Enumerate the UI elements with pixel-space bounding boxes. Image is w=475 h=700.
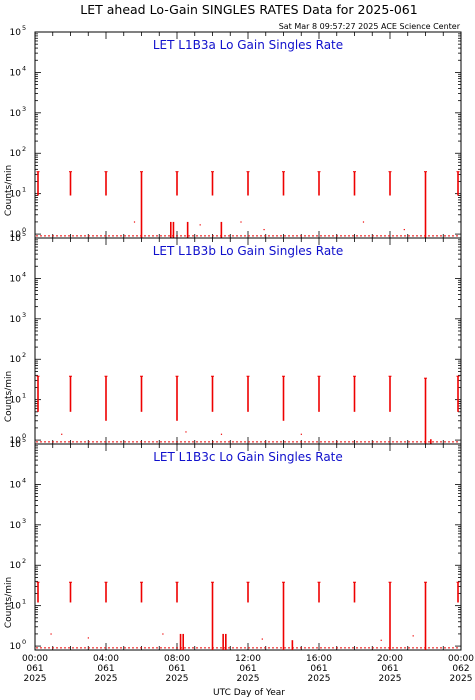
x-tick-label-year: 2025 [450,674,473,684]
y-tick-label-exp: 1 [22,186,26,194]
panel-frame [34,443,462,651]
data-point [87,637,89,639]
data-point [300,433,302,435]
data-point [263,228,265,231]
data-point [412,635,414,637]
y-tick-label-base: 10 [10,109,22,119]
x-axis-label: UTC Day of Year [213,688,285,698]
y-tick-label-exp: 2 [22,145,26,153]
x-tick-label-year: 2025 [24,674,47,684]
y-tick-label-base: 10 [10,28,22,38]
data-point [61,433,63,435]
y-tick-label-exp: 0 [22,432,26,440]
data-point [380,639,382,641]
y-tick-label-exp: 3 [22,517,26,525]
y-tick-label-base: 10 [10,440,22,450]
x-tick-label-time: 12:00 [235,654,261,664]
x-tick-label-doy: 061 [381,664,398,674]
y-axis-label: Counts/min [4,165,14,216]
panel-label: LET L1B3a Lo Gain Singles Rate [153,38,343,52]
data-point [220,433,223,435]
x-tick-label-doy: 061 [310,664,327,674]
panel-frame [34,31,462,239]
y-tick-label-base: 10 [10,521,22,531]
data-point [199,224,201,226]
y-tick-label-exp: 5 [22,436,26,444]
y-tick-label-base: 10 [10,480,22,490]
y-tick-label-base: 10 [10,396,22,406]
data-point [162,633,164,635]
x-tick-label-year: 2025 [237,674,260,684]
y-tick-label-exp: 3 [22,311,26,319]
x-tick-label-time: 04:00 [93,654,119,664]
chart-subtitle: Sat Mar 8 09:57:27 2025 ACE Science Cent… [279,22,461,31]
y-tick-label-exp: 1 [22,392,26,400]
y-tick-label-base: 10 [10,315,22,325]
y-tick-label-base: 10 [10,149,22,159]
x-tick-label-doy: 061 [26,664,43,674]
data-point [261,638,263,640]
x-tick-label-time: 08:00 [164,654,190,664]
x-tick-label-doy: 061 [239,664,256,674]
y-tick-label-exp: 4 [22,64,26,72]
y-tick-label-exp: 2 [22,351,26,359]
data-point [133,221,136,223]
x-tick-label-doy: 061 [168,664,185,674]
y-tick-label-base: 10 [10,355,22,365]
y-tick-label-base: 10 [10,436,22,446]
x-tick-label-year: 2025 [308,674,331,684]
y-tick-label-base: 10 [10,642,22,652]
y-axis-label: Counts/min [4,371,14,422]
y-tick-label-base: 10 [10,68,22,78]
data-point [185,431,187,433]
data-point [240,221,242,223]
y-axis-label: Counts/min [4,577,14,628]
y-tick-label-exp: 5 [22,24,26,32]
y-tick-label-exp: 0 [22,638,26,646]
y-tick-label-base: 10 [10,234,22,244]
y-tick-label-exp: 4 [22,476,26,484]
y-tick-label-base: 10 [10,561,22,571]
x-tick-label-doy: 062 [452,664,469,674]
y-tick-label-exp: 5 [22,230,26,238]
y-tick-label-base: 10 [10,230,22,240]
y-tick-label-base: 10 [10,602,22,612]
data-point [362,221,365,223]
y-tick-label-exp: 0 [22,226,26,234]
x-tick-label-year: 2025 [95,674,118,684]
data-point [403,228,405,231]
data-point [50,633,52,635]
x-tick-label-time: 16:00 [306,654,332,664]
x-tick-label-doy: 061 [97,664,114,674]
x-tick-label-time: 00:00 [22,654,48,664]
y-tick-label-base: 10 [10,190,22,200]
x-tick-label-time: 00:00 [448,654,474,664]
panel-label: LET L1B3b Lo Gain Singles Rate [153,244,344,258]
y-tick-label-exp: 3 [22,105,26,113]
panel-frame [34,237,462,445]
chart-title: LET ahead Lo-Gain SINGLES RATES Data for… [80,2,417,17]
x-tick-label-time: 20:00 [377,654,403,664]
y-tick-label-base: 10 [10,274,22,284]
y-tick-label-exp: 2 [22,557,26,565]
panel-label: LET L1B3c Lo Gain Singles Rate [153,450,343,464]
y-tick-label-exp: 4 [22,270,26,278]
x-tick-label-year: 2025 [166,674,189,684]
x-tick-label-year: 2025 [379,674,402,684]
y-tick-label-exp: 1 [22,598,26,606]
